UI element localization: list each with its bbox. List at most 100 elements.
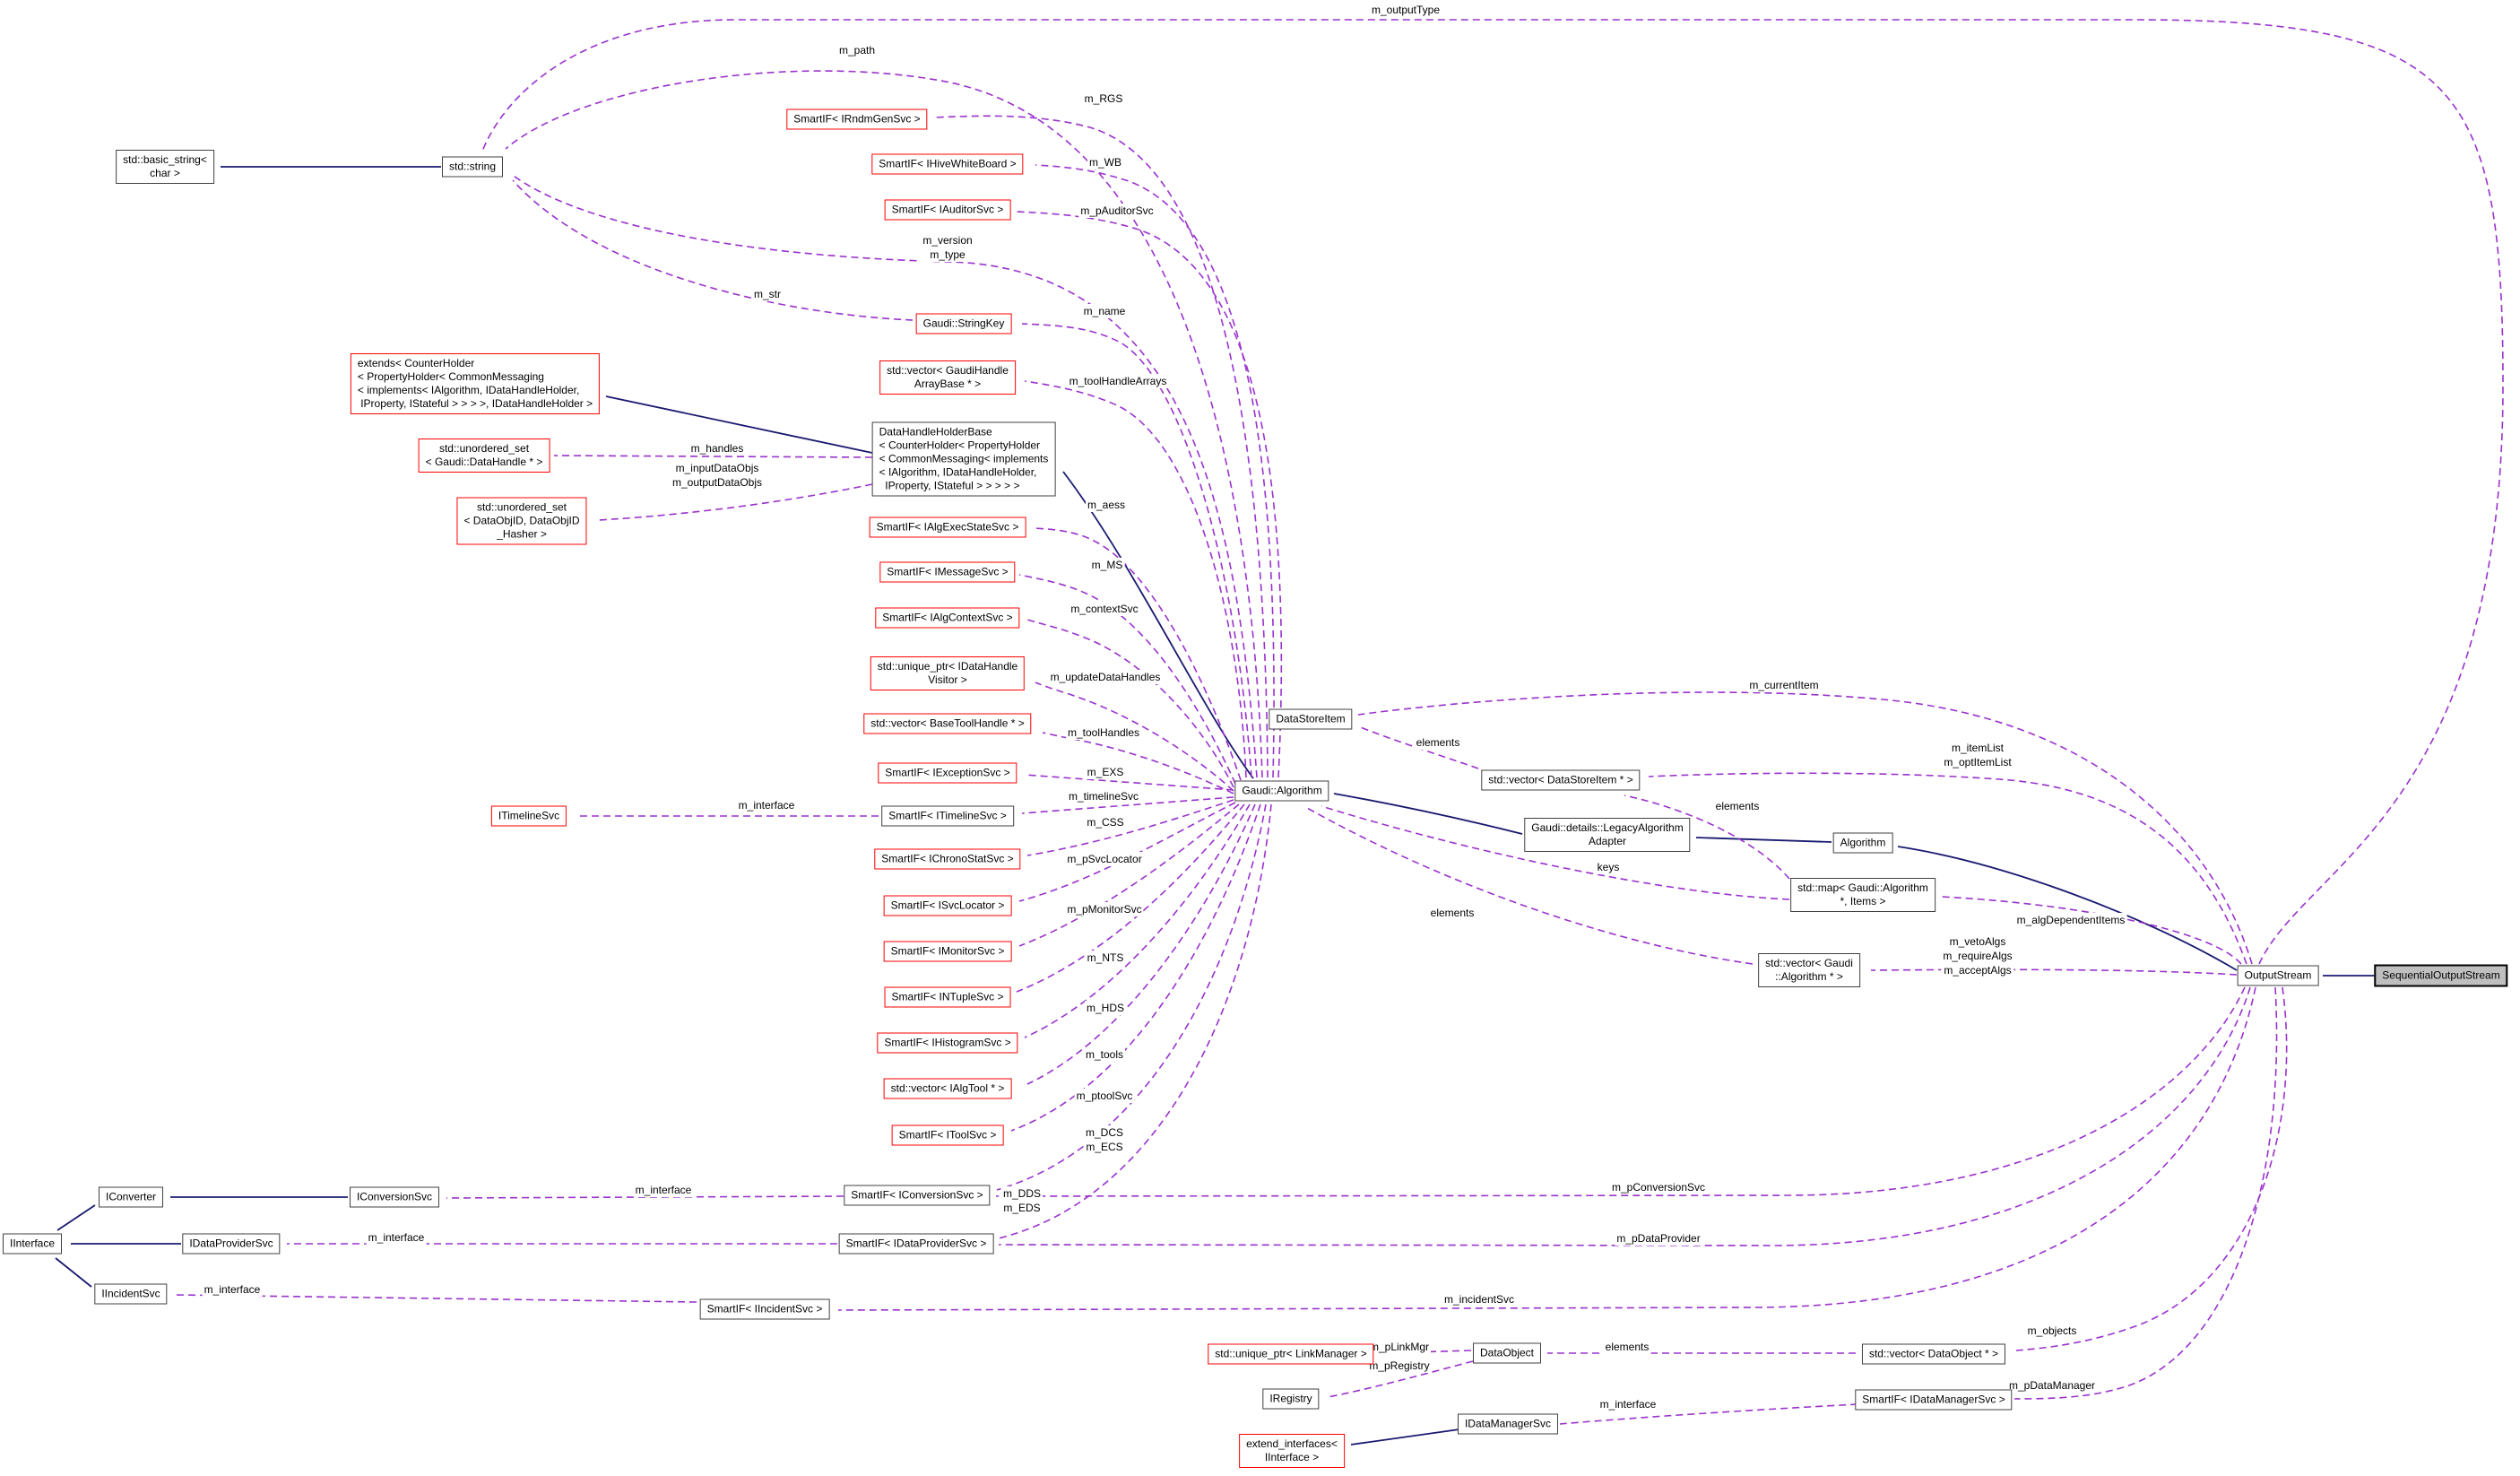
edge-gaudi-algorithm-to-smartif-isvclocator	[1018, 802, 1236, 902]
class-node-extends-counterholder[interactable]: extends< CounterHolder < PropertyHolder<…	[350, 353, 601, 414]
edge-label-m_pMonitorSvc: m_pMonitorSvc	[1065, 902, 1144, 916]
edge-label-m_pLinkMgr: m_pLinkMgr	[1367, 1340, 1432, 1354]
edge-gaudi-algorithm-to-smartif-imonitorsvc	[1018, 803, 1240, 947]
class-node-smartif-irndmgensvc[interactable]: SmartIF< IRndmGenSvc >	[786, 109, 928, 130]
edge-gaudi-algorithm-to-vector-ialgtool	[1026, 803, 1256, 1085]
class-node-std-basic-string[interactable]: std::basic_string< char >	[116, 150, 214, 184]
class-node-legacy-algorithm-adapter[interactable]: Gaudi::details::LegacyAlgorithm Adapter	[1524, 818, 1691, 852]
class-node-smartif-iauditorsvc[interactable]: SmartIF< IAuditorSvc >	[884, 199, 1011, 221]
edge-label-keys: keys	[1595, 860, 1622, 874]
edge-gaudi-algorithm-to-smartif-ihivewhiteboard	[1035, 164, 1275, 778]
edge-gaudi-algorithm-to-gaudi-stringkey	[1021, 323, 1252, 778]
class-node-smartif-isvclocator[interactable]: SmartIF< ISvcLocator >	[883, 895, 1012, 916]
class-node-smartif-iincidentsvc[interactable]: SmartIF< IIncidentSvc >	[699, 1298, 830, 1320]
edge-gaudi-algorithm-to-std-string	[510, 173, 1258, 778]
class-node-smartif-itimelinesvc[interactable]: SmartIF< ITimelineSvc >	[881, 805, 1014, 827]
edge-label-m_timelineSvc: m_timelineSvc	[1066, 789, 1141, 803]
class-node-dataobject[interactable]: DataObject	[1472, 1342, 1542, 1364]
edge-label-m_aess: m_aess	[1085, 498, 1128, 512]
class-node-extend-interfaces-iinterface[interactable]: extend_interfaces< IInterface >	[1239, 1434, 1345, 1468]
class-node-iconverter[interactable]: IConverter	[98, 1186, 164, 1208]
class-node-smartif-idataprovidersvc[interactable]: SmartIF< IDataProviderSvc >	[838, 1233, 994, 1255]
edge-map-gaudi-algorithm-items-to-vector-datastoreitem	[1624, 794, 1790, 880]
class-node-smartif-iexceptionsvc[interactable]: SmartIF< IExceptionSvc >	[878, 762, 1018, 784]
edge-label-m_toolHandles: m_toolHandles	[1065, 725, 1142, 740]
class-node-smartif-ialgcontextsvc[interactable]: SmartIF< IAlgContextSvc >	[875, 607, 1020, 629]
edge-outputstream-to-vector-dataobject	[2015, 986, 2288, 1351]
class-node-map-gaudi-algorithm-items[interactable]: std::map< Gaudi::Algorithm *, Items >	[1790, 878, 1935, 912]
class-node-sequentialoutputstream[interactable]: SequentialOutputStream	[2374, 964, 2508, 987]
edge-gaudi-algorithm-to-smartif-iexceptionsvc	[1024, 774, 1234, 791]
class-node-smartif-imessagesvc[interactable]: SmartIF< IMessageSvc >	[879, 561, 1016, 583]
class-node-vector-ialgtool[interactable]: std::vector< IAlgTool * >	[883, 1078, 1012, 1099]
edge-label-m_objects: m_objects	[2025, 1324, 2079, 1338]
class-node-vector-dataobject[interactable]: std::vector< DataObject * >	[1861, 1343, 2006, 1365]
edge-gaudi-algorithm-to-smartif-itimelinesvc	[1021, 796, 1234, 814]
class-node-iincidentsvc[interactable]: IIncidentSvc	[94, 1283, 168, 1305]
class-node-smartif-imonitorsvc[interactable]: SmartIF< IMonitorSvc >	[883, 941, 1012, 962]
edge-label-elements: elements	[1414, 735, 1462, 750]
edge-label-m_outputType: m_outputType	[1369, 3, 1442, 17]
edge-label-m_ptoolSvc: m_ptoolSvc	[1074, 1089, 1135, 1103]
class-node-datahandleholderbase[interactable]: DataHandleHolderBase < CounterHolder< Pr…	[871, 421, 1056, 497]
edge-outputstream-to-vector-datastoreitem	[1648, 772, 2247, 965]
edge-smartif-iincidentsvc-to-iincidentsvc	[175, 1294, 697, 1303]
class-node-smartif-ihivewhiteboard[interactable]: SmartIF< IHiveWhiteBoard >	[871, 153, 1024, 175]
edge-label-m_vetoAlgs: m_vetoAlgs m_requireAlgs m_acceptAlgs	[1941, 934, 2014, 977]
class-node-smartif-idatamanagersvc[interactable]: SmartIF< IDataManagerSvc >	[1855, 1389, 2013, 1411]
class-node-unordered-set-dataobjid[interactable]: std::unordered_set < DataObjID, DataObjI…	[456, 497, 587, 545]
edge-label-m_HDS: m_HDS	[1084, 1001, 1127, 1015]
edge-label-m_itemList: m_itemList m_optItemList	[1942, 741, 2013, 769]
class-node-smartif-ihistogramsvc[interactable]: SmartIF< IHistogramSvc >	[877, 1032, 1018, 1054]
class-node-idatamanagersvc[interactable]: IDataManagerSvc	[1457, 1413, 1559, 1435]
class-node-gaudi-algorithm[interactable]: Gaudi::Algorithm	[1234, 780, 1329, 802]
edge-label-m_pDataProvider: m_pDataProvider	[1615, 1231, 1702, 1246]
class-node-gaudi-stringkey[interactable]: Gaudi::StringKey	[915, 313, 1012, 334]
class-node-smartif-itoolsvc[interactable]: SmartIF< IToolSvc >	[891, 1124, 1004, 1146]
class-node-iregistry[interactable]: IRegistry	[1262, 1388, 1320, 1410]
class-node-vector-basetoolhandle[interactable]: std::vector< BaseToolHandle * >	[863, 713, 1032, 734]
class-node-vector-gaudi-algorithm[interactable]: std::vector< Gaudi ::Algorithm * >	[1758, 953, 1860, 987]
edge-gaudi-algorithm-to-smartif-ichronostatsvc	[1026, 799, 1234, 856]
edge-label-m_contextSvc: m_contextSvc	[1069, 602, 1140, 616]
edge-label-m_inputDataObjs: m_inputDataObjs m_outputDataObjs	[670, 461, 765, 490]
edge-gaudi-algorithm-to-smartif-imessagesvc	[1018, 574, 1236, 785]
edge-label-m_updateDataHandles: m_updateDataHandles	[1048, 670, 1163, 684]
edge-label-m_algDependentItems: m_algDependentItems	[2014, 913, 2127, 927]
edge-map-gaudi-algorithm-items-to-gaudi-algorithm	[1321, 805, 1790, 900]
class-node-itimelinesvc[interactable]: ITimelineSvc	[490, 805, 567, 827]
class-node-algorithm[interactable]: Algorithm	[1832, 832, 1893, 854]
class-node-idataprovidersvc[interactable]: IDataProviderSvc	[182, 1233, 281, 1255]
edge-outputstream-to-vector-gaudi-algorithm	[1870, 968, 2238, 976]
class-node-iinterface[interactable]: IInterface	[2, 1233, 63, 1255]
edge-datahandleholderbase-to-extends-counterholder	[605, 395, 873, 454]
class-node-outputstream[interactable]: OutputStream	[2237, 965, 2319, 986]
edge-outputstream-to-smartif-idatamanagersvc	[2013, 986, 2278, 1400]
class-node-smartif-ichronostatsvc[interactable]: SmartIF< IChronoStatSvc >	[874, 848, 1021, 870]
class-node-vector-datastoreitem[interactable]: std::vector< DataStoreItem * >	[1481, 769, 1641, 791]
class-node-smartif-iconversionsvc[interactable]: SmartIF< IConversionSvc >	[844, 1185, 991, 1206]
edge-label-m_DCS: m_DCS m_ECS	[1083, 1125, 1126, 1154]
edge-gaudi-algorithm-to-vector-gaudihandlearraybase	[1024, 380, 1247, 778]
class-node-iconversionsvc[interactable]: IConversionSvc	[349, 1186, 440, 1208]
edge-label-m_interface: m_interface	[366, 1230, 427, 1245]
class-node-unordered-set-datahandle[interactable]: std::unordered_set < Gaudi::DataHandle *…	[418, 438, 550, 473]
class-node-vector-gaudihandlearraybase[interactable]: std::vector< GaudiHandle ArrayBase * >	[879, 360, 1016, 395]
class-node-unique-ptr-idatahandlevisitor[interactable]: std::unique_ptr< IDataHandle Visitor >	[870, 656, 1026, 690]
edge-algorithm-to-legacy-algorithm-adapter	[1695, 837, 1832, 843]
class-node-unique-ptr-linkmanager[interactable]: std::unique_ptr< LinkManager >	[1208, 1343, 1374, 1365]
edge-label-m_NTS: m_NTS	[1085, 951, 1126, 965]
edge-iincidentsvc-to-iinterface	[55, 1257, 92, 1288]
edge-datahandleholderbase-to-unordered-set-datahandle	[553, 455, 873, 458]
edge-label-elements: elements	[1428, 906, 1476, 920]
edges-group	[55, 19, 2504, 1446]
class-node-std-string[interactable]: std::string	[441, 156, 504, 178]
class-node-smartif-intuplesvc[interactable]: SmartIF< INTupleSvc >	[884, 986, 1011, 1008]
edge-label-m_version: m_version m_type	[921, 233, 974, 262]
edge-label-m_interface: m_interface	[202, 1282, 263, 1297]
edge-gaudi-algorithm-to-smartif-ialgexecstatesvc	[1032, 527, 1242, 781]
class-node-smartif-ialgexecstatesvc[interactable]: SmartIF< IAlgExecStateSvc >	[869, 517, 1026, 538]
class-node-datastoreitem[interactable]: DataStoreItem	[1269, 708, 1353, 730]
edge-label-m_currentItem: m_currentItem	[1747, 678, 1821, 692]
